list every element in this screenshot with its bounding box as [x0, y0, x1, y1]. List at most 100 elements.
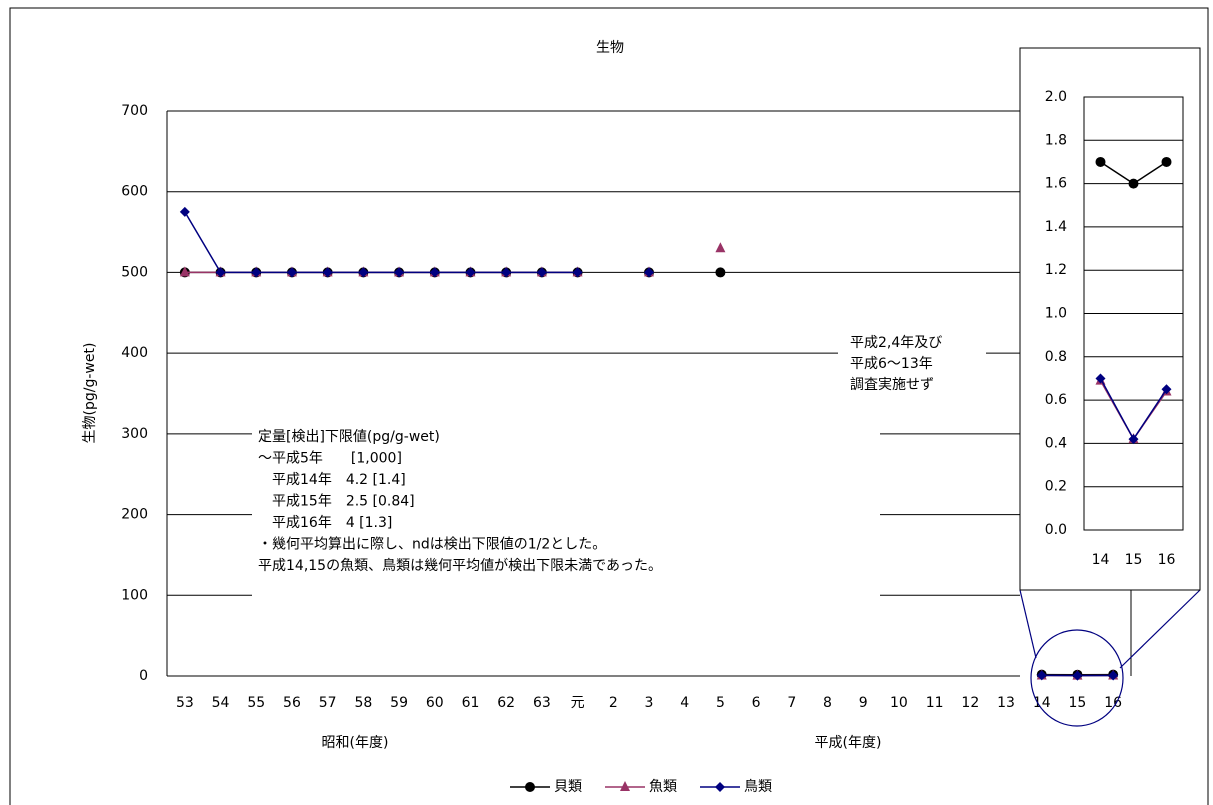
inset-y-tick-label: 0.8 — [1045, 349, 1067, 365]
legend-marker — [715, 782, 725, 792]
x-tick-label: 13 — [997, 695, 1015, 711]
data-point — [715, 242, 726, 253]
data-point — [1128, 434, 1139, 445]
data-point — [251, 267, 262, 278]
note-text: 平成14年 4.2 [1.4] — [258, 472, 406, 488]
data-point — [1095, 373, 1106, 384]
x-tick-label: 55 — [247, 695, 265, 711]
data-point — [215, 267, 226, 278]
data-point — [1161, 384, 1172, 395]
x-tick-label: 元 — [571, 695, 585, 711]
note-text: 平成6～13年 — [850, 356, 933, 372]
x-tick-label: 3 — [645, 695, 654, 711]
data-point — [1072, 670, 1083, 681]
inset-y-tick-label: 2.0 — [1045, 89, 1067, 105]
x-tick-label: 11 — [926, 695, 944, 711]
x-tick-label: 54 — [212, 695, 230, 711]
y-tick-label: 400 — [121, 345, 148, 361]
note-text: 定量[検出]下限値(pg/g-wet) — [258, 429, 440, 445]
x-tick-label: 59 — [390, 695, 408, 711]
x-tick-label: 56 — [283, 695, 301, 711]
legend-label: 魚類 — [649, 779, 677, 795]
y-tick-label: 500 — [121, 264, 148, 280]
note-background — [838, 330, 986, 408]
x-tick-label: 63 — [533, 695, 551, 711]
x-group-label: 昭和(年度) — [322, 735, 389, 751]
y-tick-label: 0 — [139, 668, 148, 684]
inset-y-tick-label: 1.6 — [1045, 176, 1067, 192]
inset-y-tick-label: 1.4 — [1045, 219, 1067, 235]
data-point — [1161, 156, 1172, 167]
x-tick-label: 16 — [1104, 695, 1122, 711]
data-point — [429, 267, 440, 278]
legend-marker — [620, 781, 630, 791]
zoom-connector — [1019, 589, 1037, 659]
x-tick-label: 6 — [752, 695, 761, 711]
inset-x-tick-label: 16 — [1158, 552, 1176, 568]
x-tick-label: 61 — [462, 695, 480, 711]
note-text: 調査実施せず — [850, 377, 934, 393]
data-point — [358, 267, 369, 278]
inset-x-tick-label: 15 — [1125, 552, 1143, 568]
legend-marker — [525, 782, 535, 792]
x-tick-label: 15 — [1069, 695, 1087, 711]
note-background — [252, 420, 880, 602]
data-point — [572, 267, 583, 278]
x-tick-label: 7 — [787, 695, 796, 711]
x-tick-label: 5 — [716, 695, 725, 711]
x-tick-label: 62 — [497, 695, 515, 711]
x-tick-label: 14 — [1033, 695, 1051, 711]
legend-label: 鳥類 — [744, 779, 772, 795]
data-point — [715, 267, 726, 278]
inset-y-tick-label: 0.0 — [1045, 522, 1067, 538]
x-tick-label: 10 — [890, 695, 908, 711]
x-tick-label: 57 — [319, 695, 337, 711]
inset-x-tick-label: 14 — [1092, 552, 1110, 568]
x-tick-label: 2 — [609, 695, 618, 711]
x-tick-label: 9 — [859, 695, 868, 711]
zoom-circle — [1030, 629, 1124, 727]
note-text: 平成16年 4 [1.3] — [258, 515, 392, 531]
y-tick-label: 600 — [121, 184, 148, 200]
data-point — [1036, 670, 1047, 681]
inset-y-tick-label: 0.4 — [1045, 435, 1067, 451]
y-tick-label: 700 — [121, 103, 148, 119]
data-point — [394, 267, 405, 278]
data-point — [501, 267, 512, 278]
zoom-connector — [1119, 589, 1201, 669]
data-point — [536, 267, 547, 278]
data-point — [322, 267, 333, 278]
inset-y-tick-label: 0.2 — [1045, 479, 1067, 495]
note-text: 平成14,15の魚類、鳥類は幾何平均値が検出下限未満であった。 — [258, 558, 662, 574]
note-text: 平成2,4年及び — [850, 335, 942, 351]
chart-border — [9, 7, 1209, 805]
note-text: 平成15年 2.5 [0.84] — [258, 494, 415, 510]
data-point — [286, 267, 297, 278]
x-tick-label: 58 — [354, 695, 372, 711]
x-tick-label: 8 — [823, 695, 832, 711]
data-point — [1108, 670, 1119, 681]
y-tick-label: 100 — [121, 587, 148, 603]
x-tick-label: 53 — [176, 695, 194, 711]
x-tick-label: 60 — [426, 695, 444, 711]
data-point — [179, 266, 190, 277]
inset-y-tick-label: 1.8 — [1045, 132, 1067, 148]
legend-label: 貝類 — [554, 779, 582, 795]
data-point — [465, 267, 476, 278]
inset-y-tick-label: 0.6 — [1045, 392, 1067, 408]
y-tick-label: 200 — [121, 507, 148, 523]
note-text: ・幾何平均算出に際し、ndは検出下限値の1/2とした。 — [258, 537, 606, 553]
note-text: ～平成5年 [1,000] — [258, 451, 402, 467]
inset-y-tick-label: 1.2 — [1045, 262, 1067, 278]
data-point — [644, 267, 654, 278]
x-tick-label: 12 — [961, 695, 979, 711]
x-tick-label: 4 — [680, 695, 689, 711]
data-point — [1128, 178, 1139, 189]
chart-title: 生物 — [596, 40, 624, 56]
inset-y-tick-label: 1.0 — [1045, 306, 1067, 322]
y-axis-label: 生物(pg/g-wet) — [82, 343, 98, 444]
x-group-label: 平成(年度) — [815, 735, 882, 751]
data-point — [179, 206, 190, 217]
y-tick-label: 300 — [121, 426, 148, 442]
